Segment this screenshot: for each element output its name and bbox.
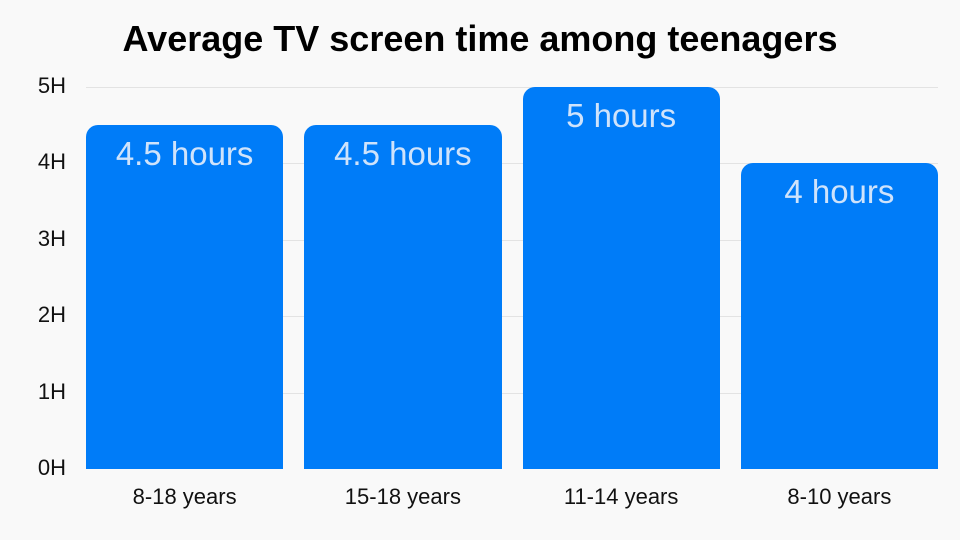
x-tick-label: 8-18 years xyxy=(132,484,237,509)
gridline xyxy=(86,239,938,241)
y-tick-label: 3H xyxy=(37,225,66,251)
bar-value-label: 5 hours xyxy=(566,97,677,134)
bar-11-14-years: 5 hours xyxy=(522,87,720,469)
bar-8-10-years: 4 hours xyxy=(740,163,938,469)
x-tick-label: 15-18 years xyxy=(344,484,461,509)
y-tick-label: 5H xyxy=(37,73,66,98)
bar-value-label: 4.5 hours xyxy=(334,135,472,173)
bar-value-label: 4 hours xyxy=(784,173,895,211)
y-tick-label: 4H xyxy=(37,149,66,175)
y-tick-label: 0H xyxy=(37,455,66,480)
gridline xyxy=(86,163,938,165)
bar-8-18-years: 4.5 hours xyxy=(86,125,284,469)
bar-15-18-years: 4.5 hours xyxy=(304,125,502,469)
gridline xyxy=(86,87,938,88)
x-tick-label: 11-14 years xyxy=(563,484,679,509)
gridline xyxy=(86,392,938,394)
chart-title: Average TV screen time among teenagers xyxy=(122,18,838,59)
y-tick-label: 1H xyxy=(37,378,66,404)
y-tick-label: 2H xyxy=(37,302,66,328)
plot-area: 4.5 hours 4.5 hours 5 hours 4 hours xyxy=(86,87,938,469)
bar-value-label: 4.5 hours xyxy=(115,135,254,173)
x-tick-label: 8-10 years xyxy=(787,484,892,509)
gridline xyxy=(86,316,938,318)
